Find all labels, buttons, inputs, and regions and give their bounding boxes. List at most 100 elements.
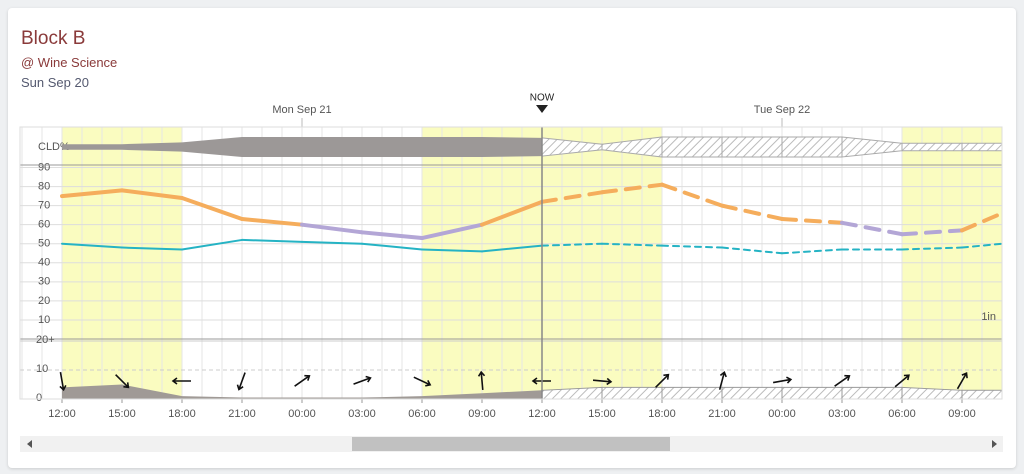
y-tick-label: 10	[38, 314, 50, 326]
cloud-label: CLD%	[38, 141, 70, 153]
arrow-shape	[353, 375, 372, 385]
series-line	[420, 222, 484, 241]
series-line	[540, 190, 604, 204]
scroll-thumb[interactable]	[352, 437, 670, 451]
plot-border	[19, 126, 1003, 400]
cloud-band	[721, 136, 783, 158]
wind-arrow	[171, 377, 191, 385]
cloud-band	[242, 137, 302, 157]
x-tick-label: 00:00	[768, 408, 796, 420]
date: Sun Sep 20	[21, 75, 89, 90]
arrow-shape	[294, 374, 311, 387]
arrow-shape	[115, 374, 130, 389]
series-line	[660, 182, 724, 208]
series-line	[241, 238, 303, 243]
y-tick-label: 50	[38, 238, 50, 250]
series-line	[900, 228, 964, 237]
wind-arrow	[894, 374, 910, 388]
series-line	[661, 244, 723, 249]
day-label: Tue Sep 22	[754, 104, 810, 116]
wind-area	[362, 396, 422, 399]
series-line	[360, 230, 424, 241]
wind-area	[482, 390, 542, 399]
series-line	[840, 220, 904, 237]
wind-area	[422, 393, 482, 399]
title: Block B	[21, 28, 86, 49]
wind-arrow	[59, 371, 67, 392]
arrow-shape	[772, 376, 793, 384]
wind-arrow	[592, 377, 613, 386]
x-tick-label: 06:00	[408, 408, 436, 420]
cloud-band	[422, 137, 482, 157]
x-tick-label: 00:00	[288, 408, 316, 420]
series-line	[421, 248, 483, 253]
wind-area	[841, 386, 903, 400]
x-tick-label: 18:00	[168, 408, 196, 420]
x-tick-label: 09:00	[948, 408, 976, 420]
now-marker	[536, 105, 548, 113]
cloud-band	[182, 137, 242, 157]
series-line	[600, 182, 664, 195]
x-tick-label: 12:00	[528, 408, 556, 420]
series-line	[180, 196, 244, 221]
y-tick-label: 80	[38, 180, 50, 192]
arrow-shape	[236, 372, 246, 391]
series-line	[361, 242, 423, 251]
wind-arrow	[236, 372, 246, 391]
scroll-right[interactable]	[992, 440, 997, 448]
wind-arrow	[413, 376, 432, 387]
x-tick-label: 15:00	[588, 408, 616, 420]
arrow-shape	[834, 374, 851, 387]
now-label: NOW	[530, 93, 555, 104]
wind-arrow	[956, 372, 968, 390]
series-line	[961, 242, 1003, 249]
arrow-shape	[171, 377, 191, 385]
series-line	[120, 188, 184, 201]
series-line	[901, 246, 963, 251]
wind-area	[122, 384, 182, 399]
rain-label: 1in	[981, 311, 996, 323]
wind-arrow	[477, 370, 486, 391]
y-tick-label: 60	[38, 219, 50, 231]
wind-arrow	[353, 375, 372, 385]
series-line	[481, 244, 543, 253]
wind-area	[182, 396, 242, 399]
series-line	[601, 242, 663, 247]
x-tick-label: 21:00	[708, 408, 736, 420]
wind-arrow	[834, 374, 851, 387]
wind-area	[601, 386, 663, 400]
series-line	[300, 222, 364, 235]
arrow-shape	[956, 372, 968, 390]
cloud-band	[961, 142, 1003, 152]
y-tick-label: 30	[38, 276, 50, 288]
cloud-band	[362, 137, 422, 157]
series-line	[121, 246, 183, 251]
scroll-left[interactable]	[27, 440, 32, 448]
cloud-band	[661, 136, 723, 158]
day-label: Mon Sep 21	[272, 104, 331, 116]
x-tick-label: 21:00	[228, 408, 256, 420]
y-tick-label: 10	[36, 363, 48, 375]
arrow-shape	[655, 373, 670, 388]
x-tick-label: 09:00	[468, 408, 496, 420]
y-tick-label: 20	[38, 295, 50, 307]
wind-arrow	[294, 374, 311, 387]
series-line	[61, 242, 123, 249]
series-line	[960, 211, 1004, 233]
cloud-band	[62, 144, 122, 150]
series-line	[780, 216, 844, 225]
arrow-shape	[592, 377, 613, 386]
location: @ Wine Science	[21, 55, 118, 70]
series-line	[181, 238, 243, 251]
series-line	[60, 188, 124, 199]
y-tick-label: 90	[38, 161, 50, 173]
x-tick-label: 06:00	[888, 408, 916, 420]
wind-arrow	[655, 373, 670, 388]
x-tick-label: 18:00	[648, 408, 676, 420]
cloud-band	[781, 136, 843, 158]
wind-area	[62, 384, 122, 399]
arrow-shape	[894, 374, 910, 388]
series-line	[301, 240, 363, 245]
